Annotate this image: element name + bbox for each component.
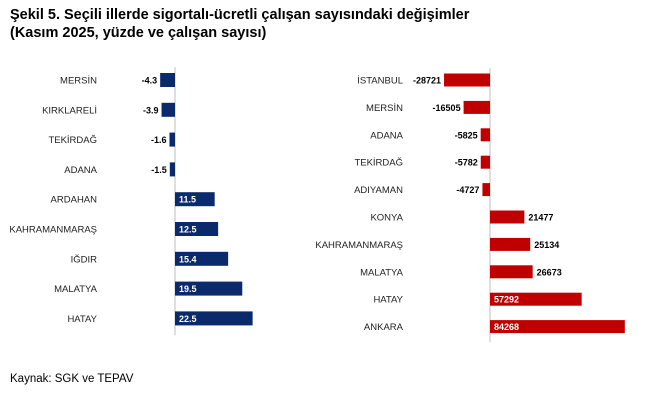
left-category-label: ARDAHAN [51, 195, 98, 206]
left-category-label: KIRKLARELİ [42, 105, 97, 116]
left-category-label: TEKİRDAĞ [48, 135, 97, 146]
source-note: Kaynak: SGK ve TEPAV [10, 373, 134, 385]
left-bar [175, 192, 215, 207]
right-value-label: -5825 [455, 130, 478, 140]
right-value-label: 21477 [528, 213, 553, 223]
right-category-label: MALATYA [360, 267, 404, 278]
left-category-label: IĞDIR [71, 254, 98, 265]
left-bar [169, 162, 175, 177]
figure-title-line2: (Kasım 2025, yüzde ve çalışan sayısı) [10, 25, 267, 41]
left-value-label: 12.5 [179, 225, 197, 235]
right-bar [463, 100, 490, 114]
left-value-label: -4.3 [142, 76, 158, 86]
right-value-label: -4727 [456, 185, 479, 195]
right-bar [444, 73, 490, 87]
right-value-label: 25134 [534, 240, 559, 250]
left-bar [175, 311, 253, 326]
right-category-label: ANKARA [364, 322, 404, 333]
right-bar [480, 128, 490, 142]
right-bar [490, 210, 525, 224]
right-bar [482, 183, 490, 197]
right-category-label: İSTANBUL [357, 76, 403, 87]
right-value-label: 57292 [494, 295, 519, 305]
right-bar [490, 292, 582, 306]
right-bar [480, 155, 490, 169]
left-category-label: ADANA [64, 165, 97, 176]
right-value-label: -16505 [433, 103, 461, 113]
right-category-label: ADANA [370, 130, 403, 141]
right-value-label: 26673 [537, 267, 562, 277]
right-category-label: MERSİN [366, 103, 403, 114]
left-value-label: 19.5 [179, 284, 197, 294]
right-value-label: 84268 [494, 322, 519, 332]
right-category-label: TEKİRDAĞ [354, 158, 403, 169]
left-bar [169, 132, 175, 147]
left-value-label: 15.4 [179, 254, 197, 264]
left-category-label: MERSİN [60, 76, 97, 87]
left-bar [160, 73, 175, 87]
right-bar [490, 237, 531, 251]
left-value-label: -3.9 [143, 105, 159, 115]
right-value-label: -28721 [413, 76, 441, 86]
left-category-label: KAHRAMANMARAŞ [9, 225, 97, 236]
figure-title: Şekil 5. Seçili illerde sigortalı-ücretl… [10, 6, 469, 42]
left-value-label: 22.5 [179, 314, 197, 324]
right-category-label: ADIYAMAN [354, 185, 403, 196]
right-value-label: -5782 [455, 158, 478, 168]
left-bar [175, 281, 243, 296]
left-value-label: -1.5 [151, 165, 167, 175]
right-category-label: KONYA [370, 213, 403, 224]
left-bar [175, 251, 229, 266]
right-category-label: KAHRAMANMARAŞ [315, 240, 403, 251]
left-category-label: HATAY [67, 314, 97, 325]
figure-title-line1: Şekil 5. Seçili illerde sigortalı-ücretl… [10, 7, 470, 23]
left-value-label: 11.5 [179, 195, 196, 205]
right-category-label: HATAY [373, 295, 403, 306]
right-bar [490, 320, 625, 334]
left-bar [175, 222, 219, 236]
left-value-label: -1.6 [151, 135, 167, 145]
left-category-label: MALATYA [54, 284, 98, 295]
left-bar [161, 102, 175, 117]
right-bar [490, 265, 533, 279]
